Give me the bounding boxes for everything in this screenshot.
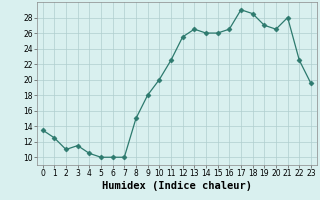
X-axis label: Humidex (Indice chaleur): Humidex (Indice chaleur) [102,181,252,191]
